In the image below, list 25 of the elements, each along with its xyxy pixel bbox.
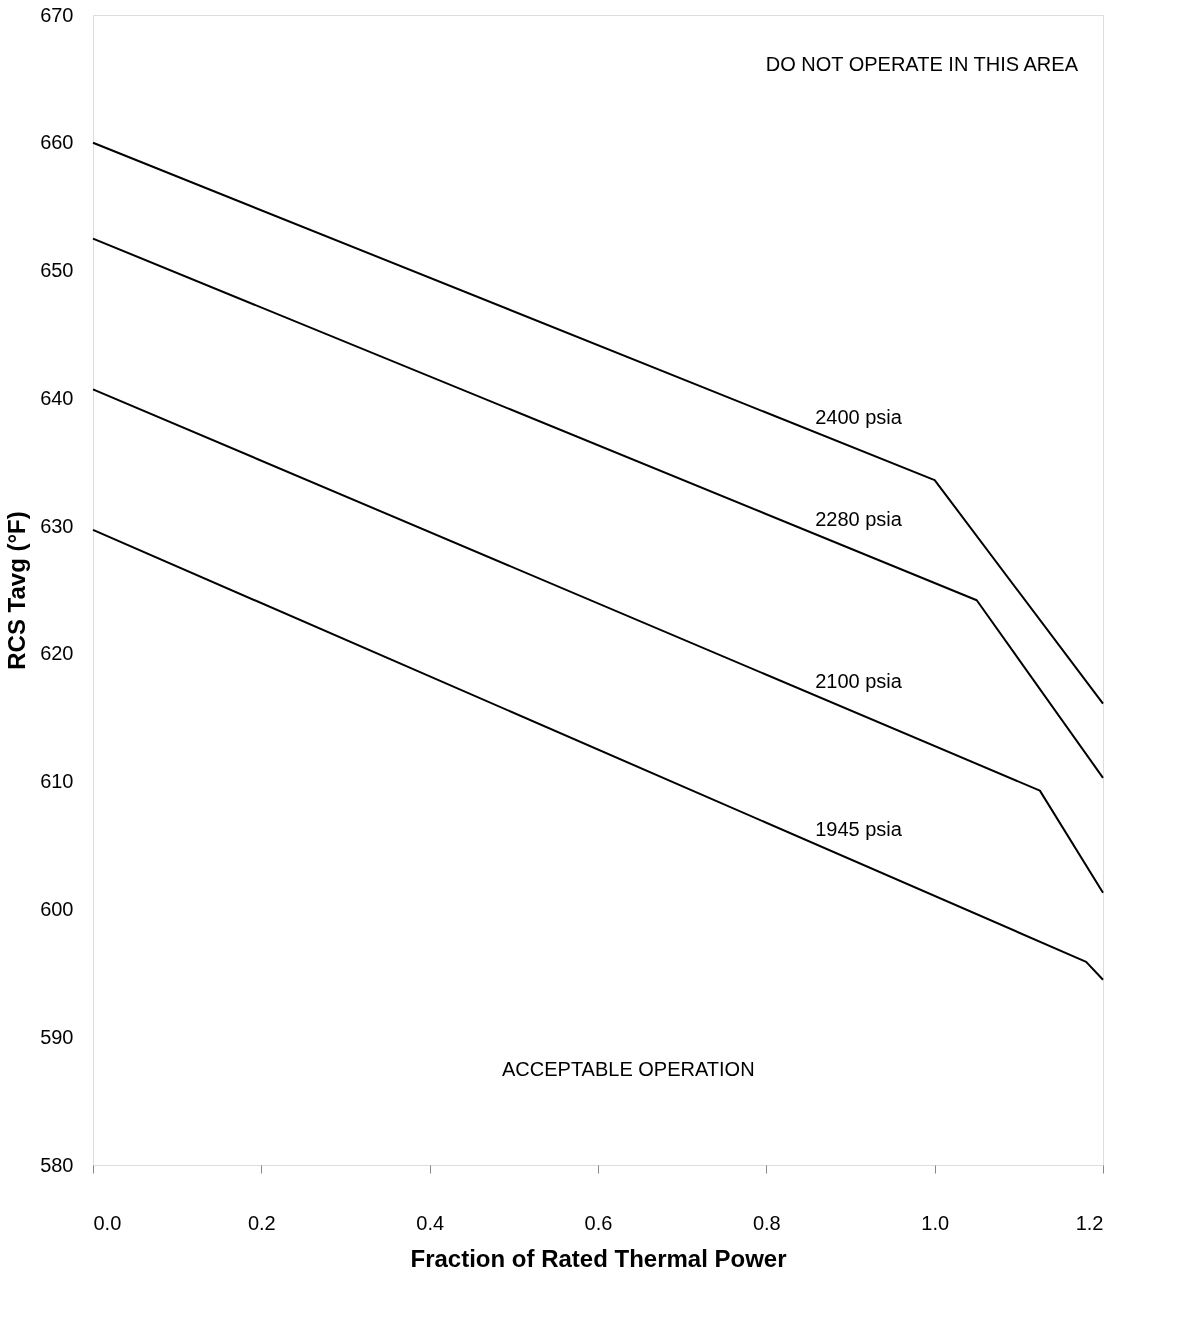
y-tick-label: 580 [40,1153,74,1176]
y-tick-label: 620 [40,642,74,665]
y-tick-label: 640 [40,386,74,409]
annotation: ACCEPTABLE OPERATION [501,1058,755,1080]
series-label: 2100 psia [815,669,903,692]
series-label: 1945 psia [815,818,903,841]
x-tick-label: 0.4 [416,1211,445,1234]
y-axis-title: RCS Tavg (°F) [3,511,31,670]
x-tick-label: 0.6 [584,1211,613,1234]
y-tick-label: 660 [40,131,74,154]
x-tick-label: 0.8 [752,1211,781,1234]
y-tick-label: 600 [40,897,74,920]
annotation: DO NOT OPERATE IN THIS AREA [765,53,1079,75]
x-tick-label: 1.2 [1075,1211,1104,1234]
y-tick-label: 670 [40,3,74,26]
x-tick-label: 0.2 [247,1211,276,1234]
x-tick-label: 0.0 [93,1211,122,1234]
x-axis-title: Fraction of Rated Thermal Power [410,1244,787,1272]
x-tick-label: 1.0 [921,1211,950,1234]
y-tick-label: 630 [40,514,74,537]
y-tick-label: 650 [40,259,74,282]
y-tick-label: 610 [40,770,74,793]
y-tick-label: 590 [40,1025,74,1048]
series-label: 2280 psia [815,508,903,531]
series-label: 2400 psia [815,406,903,429]
